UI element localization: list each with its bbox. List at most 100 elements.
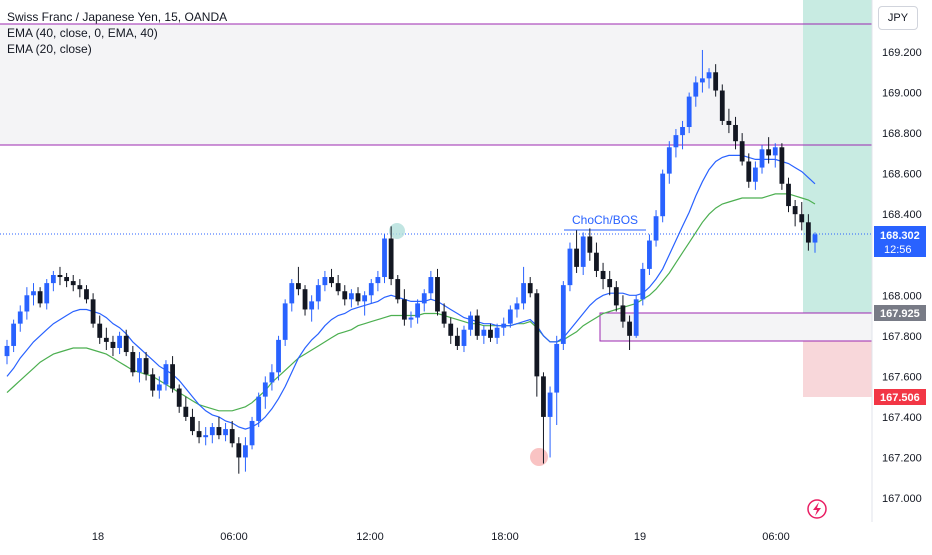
candle-body (156, 384, 162, 391)
candle-body (441, 311, 447, 324)
candle-body (84, 289, 89, 300)
candle-body (428, 277, 434, 294)
candle-body (302, 289, 308, 310)
price-tick-label: 168.000 (882, 290, 922, 302)
candle-body (329, 277, 334, 284)
ema-fast-line (6, 154, 816, 430)
candle-body (123, 335, 129, 353)
currency-selector[interactable]: JPY (878, 6, 918, 30)
candle-body (805, 222, 811, 243)
current-price-tag: 168.302 12:56 (874, 226, 926, 257)
candle-body (792, 206, 798, 215)
resistance-zone (0, 24, 803, 145)
candle-body (786, 183, 791, 207)
candle-body (501, 323, 507, 328)
current-price-value: 168.302 (880, 230, 920, 242)
candle-body (580, 236, 586, 267)
candle-body (322, 277, 328, 286)
candle-body (70, 281, 76, 286)
candle-body (229, 429, 235, 444)
candlestick-series (4, 49, 818, 474)
candle-body (527, 283, 533, 294)
candle-body (461, 329, 467, 346)
candle-body (448, 323, 454, 336)
candle-body (37, 291, 43, 304)
time-axis[interactable]: 18 06:00 12:00 18:00 19 06:00 (92, 531, 790, 543)
candle-body (633, 299, 639, 336)
ema-slow-line (6, 193, 816, 412)
time-tick-label: 19 (634, 531, 646, 543)
candle-body (613, 287, 619, 306)
price-tick-label: 167.000 (882, 493, 922, 505)
candle-body (607, 279, 613, 288)
choch-bos-label: ChoCh/BOS (572, 213, 638, 227)
price-tick-label: 167.800 (882, 331, 922, 343)
candle-body (382, 238, 387, 278)
candle-body (395, 279, 401, 300)
candle-body (256, 396, 262, 421)
entry-price-value: 167.925 (880, 308, 920, 320)
candle-body (50, 275, 56, 284)
lightning-icon[interactable] (807, 499, 827, 519)
chart-legend: Swiss Franc / Japanese Yen, 15, OANDA EM… (7, 9, 227, 57)
candle-body (766, 149, 772, 156)
candle-body (143, 358, 149, 375)
candle-body (779, 147, 785, 184)
candle-body (647, 240, 652, 269)
candle-body (474, 315, 480, 336)
candle-body (620, 305, 626, 322)
candle-body (693, 82, 699, 97)
candle-body (468, 315, 474, 330)
candle-body (276, 339, 281, 373)
stop-price-tag: 167.506 (874, 389, 926, 405)
candle-body (309, 301, 315, 310)
candle-body (812, 234, 818, 243)
candle-body (759, 149, 765, 168)
candle-body (31, 291, 36, 296)
candle-body (176, 388, 182, 407)
candle-body (103, 337, 109, 342)
candle-body (640, 268, 646, 300)
candle-body (262, 382, 268, 397)
candle-body (315, 285, 321, 302)
candle-body (190, 416, 195, 432)
candle-body (44, 283, 50, 304)
candle-body (706, 72, 712, 79)
entry-price-tag: 167.925 (874, 305, 926, 321)
price-tick-label: 168.800 (882, 128, 922, 140)
candle-body (488, 329, 493, 338)
candle-body (494, 327, 500, 338)
candle-body (554, 343, 560, 393)
candle-body (335, 283, 341, 292)
candle-body (673, 135, 679, 148)
candle-body (627, 321, 632, 336)
candle-body (435, 277, 440, 312)
symbol-title[interactable]: Swiss Franc / Japanese Yen, 15, OANDA (7, 10, 228, 24)
candle-body (686, 96, 692, 128)
candle-body (739, 141, 745, 162)
candle-body (17, 311, 23, 324)
candle-body (11, 323, 17, 346)
candle-body (700, 78, 705, 83)
target-zone (803, 0, 872, 313)
candle-body (574, 248, 579, 267)
ema20-legend[interactable]: EMA (20, close) (7, 42, 92, 56)
candle-body (733, 124, 738, 142)
time-tick-label: 06:00 (762, 531, 790, 543)
candle-body (454, 335, 460, 346)
candle-body (348, 293, 354, 300)
ema40-legend[interactable]: EMA (40, close, 0, EMA, 40) (7, 26, 158, 40)
candle-body (24, 295, 30, 312)
price-axis[interactable]: 169.200 169.000 168.800 168.600 168.400 168.0… (882, 47, 922, 505)
candle-body (481, 329, 487, 336)
swing-low-marker (530, 448, 548, 466)
candle-body (216, 427, 222, 436)
candle-body (362, 295, 368, 302)
time-tick-label: 06:00 (220, 531, 248, 543)
candle-body (110, 341, 116, 348)
candle-body (249, 420, 255, 446)
candle-body (130, 352, 136, 373)
candle-body (752, 167, 758, 182)
